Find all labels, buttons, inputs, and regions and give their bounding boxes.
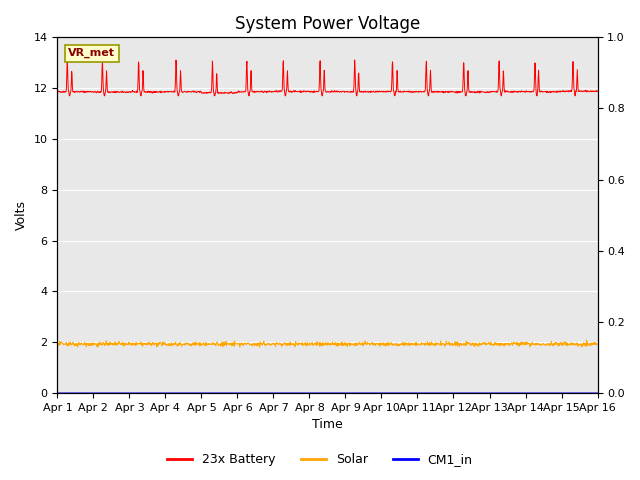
Title: System Power Voltage: System Power Voltage [235, 15, 420, 33]
X-axis label: Time: Time [312, 419, 343, 432]
Y-axis label: Volts: Volts [15, 200, 28, 230]
Legend: 23x Battery, Solar, CM1_in: 23x Battery, Solar, CM1_in [163, 448, 477, 471]
Text: VR_met: VR_met [68, 48, 115, 58]
